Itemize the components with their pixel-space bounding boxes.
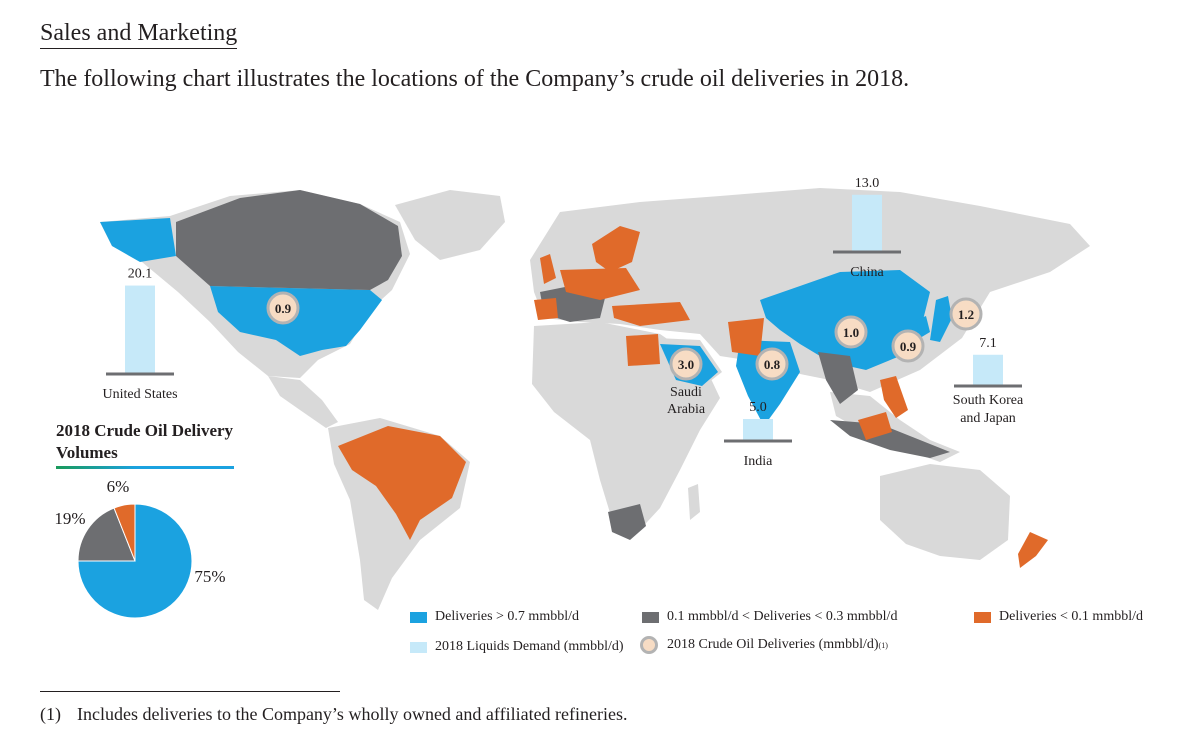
footnote: (1) Includes deliveries to the Company’s … — [40, 704, 628, 725]
delivery-value-saudi-arabia: 3.0 — [678, 357, 694, 372]
demand-bar-united-states — [125, 285, 155, 374]
demand-bars: 20.1 United States 13.0 China 7.1 South Korea… — [102, 176, 1023, 469]
demand-value-china: 13.0 — [855, 176, 880, 191]
legend-low: Deliveries < 0.1 mmbbl/d — [974, 609, 1143, 625]
pie-slice-orange — [113, 503, 136, 562]
legend-high: Deliveries > 0.7 mmbbl/d — [410, 609, 579, 625]
region-turkey-greece — [612, 302, 690, 326]
region-portugal-spain — [534, 298, 558, 320]
region-uk — [540, 254, 556, 284]
region-southeast-asia-mid — [818, 352, 858, 404]
region-label-us: United States — [102, 387, 177, 402]
legend-swatch-orange — [974, 611, 991, 623]
demand-bar-india — [743, 419, 773, 441]
delivery-value-south-korea: 0.9 — [900, 339, 917, 354]
footnote-rule — [40, 691, 340, 692]
legend-mid-label: 0.1 mmbbl/d < Deliveries < 0.3 mmbbl/d — [667, 609, 898, 624]
region-alaska — [100, 218, 176, 262]
legend-deliveries-label: 2018 Crude Oil Deliveries (mmbbl/d) — [667, 637, 879, 652]
region-brazil — [338, 426, 466, 540]
legend-swatch-blue — [410, 611, 427, 623]
demand-value-south-korea-and-japan: 7.1 — [979, 336, 997, 351]
pie-title-underline — [56, 466, 234, 469]
region-pakistan — [728, 318, 764, 356]
region-label-skj_line2: and Japan — [960, 411, 1016, 426]
land-greenland — [395, 190, 505, 260]
pie-title-line2: Volumes — [56, 443, 118, 462]
region-south-korea — [916, 316, 930, 338]
pie-label-gray: 19% — [54, 509, 85, 528]
region-egypt — [626, 334, 660, 366]
demand-bar-china — [852, 194, 882, 252]
pie-title: 2018 Crude Oil Delivery Volumes — [56, 420, 256, 464]
region-label-saudi-line1: Saudi — [670, 385, 702, 400]
region-label-skj_line1: South Korea — [953, 393, 1024, 408]
region-malaysia-vietnam — [858, 412, 892, 440]
delivery-circle-india — [755, 347, 789, 381]
region-label-china: China — [850, 265, 884, 280]
region-northern-europe — [560, 268, 640, 300]
legend-high-label: Deliveries > 0.7 mmbbl/d — [435, 609, 579, 624]
region-canada — [176, 190, 402, 290]
intro-text: The following chart illustrates the loca… — [40, 66, 910, 92]
legend-demand: 2018 Liquids Demand (mmbbl/d) — [410, 639, 624, 655]
pie-slice-gray — [77, 507, 136, 562]
delivery-value-united-states: 0.9 — [275, 301, 292, 316]
legend-swatch-gray — [642, 611, 659, 623]
delivery-circle-china — [834, 315, 868, 349]
region-new-zealand — [1018, 532, 1048, 568]
pie-title-line1: 2018 Crude Oil Delivery — [56, 421, 234, 440]
region-indonesia — [830, 420, 950, 458]
region-label-saudi-line2: Arabia — [667, 402, 706, 417]
demand-bar-south-korea-and-japan — [973, 354, 1003, 386]
legend-demand-label: 2018 Liquids Demand (mmbbl/d) — [435, 639, 624, 654]
delivery-circles: 0.9 3.0 0.8 1.0 0.9 1.2 — [266, 291, 983, 381]
region-japan — [930, 296, 952, 342]
land-madagascar — [688, 484, 700, 520]
demand-value-united-states: 20.1 — [128, 267, 153, 282]
delivery-circle-united-states — [266, 291, 300, 325]
delivery-circle-saudi-arabia — [669, 347, 703, 381]
footnote-number: (1) — [40, 704, 61, 724]
pie-slice-blue — [77, 503, 193, 619]
delivery-value-china: 1.0 — [843, 325, 859, 340]
low-delivery-regions — [338, 226, 1048, 568]
region-united-states — [210, 286, 382, 356]
region-south-africa — [608, 504, 646, 540]
demand-value-india: 5.0 — [749, 400, 767, 415]
land-central-america — [268, 376, 338, 428]
legend-low-label: Deliveries < 0.1 mmbbl/d — [999, 609, 1143, 624]
legend-circle-icon — [640, 636, 658, 654]
legend-mid: 0.1 mmbbl/d < Deliveries < 0.3 mmbbl/d — [642, 609, 897, 625]
delivery-value-japan: 1.2 — [958, 307, 974, 322]
legend-deliveries: 2018 Crude Oil Deliveries (mmbbl/d) (1) — [640, 636, 888, 654]
region-scandinavia — [592, 226, 640, 272]
land-australia — [880, 464, 1010, 560]
delivery-circle-south-korea — [891, 329, 925, 363]
region-label-india: India — [744, 454, 774, 469]
footnote-text: Includes deliveries to the Company’s who… — [77, 704, 628, 724]
land-africa — [532, 322, 720, 534]
delivery-circle-japan — [949, 297, 983, 331]
section-heading: Sales and Marketing — [40, 18, 238, 49]
legend-deliveries-note: (1) — [878, 640, 888, 650]
delivery-value-india: 0.8 — [764, 357, 781, 372]
pie-label-orange: 6% — [107, 477, 130, 496]
delivery-volume-pie: 75% 19% 6% — [54, 477, 226, 619]
pie-label-blue: 75% — [194, 567, 225, 586]
region-philippines-taiwan — [880, 376, 908, 418]
legend-swatch-light-blue — [410, 641, 427, 653]
